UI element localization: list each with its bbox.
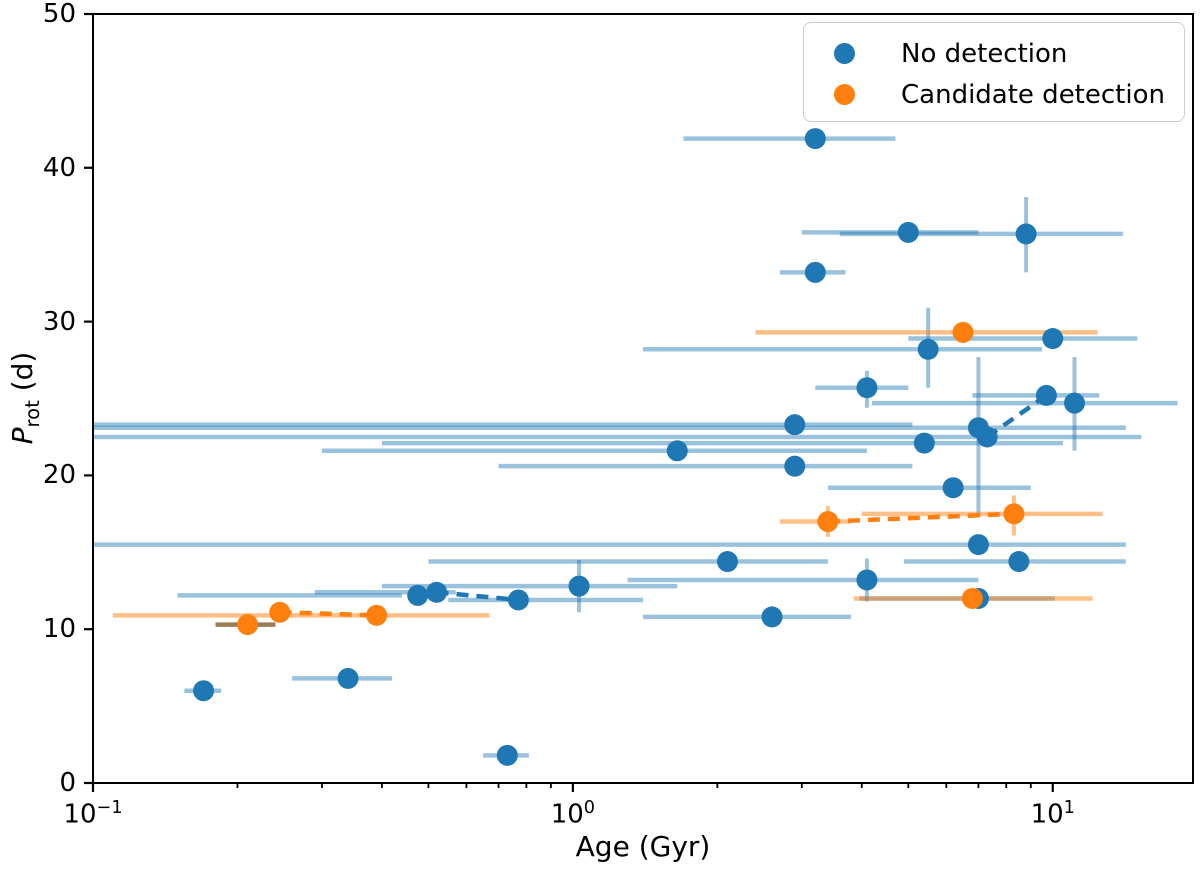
data-point-no-detection bbox=[804, 128, 826, 150]
data-point-candidate-detection bbox=[237, 614, 259, 636]
legend: No detection Candidate detection bbox=[803, 22, 1185, 122]
y-tick-label: 10 bbox=[42, 614, 76, 645]
data-point-no-detection bbox=[856, 569, 878, 591]
y-axis-label: Prot (d) bbox=[6, 352, 44, 445]
y-axis-label-unit: (d) bbox=[6, 351, 40, 401]
data-point-no-detection bbox=[193, 680, 215, 702]
legend-label-no-detection: No detection bbox=[901, 38, 1068, 69]
data-point-no-detection bbox=[568, 575, 590, 597]
data-point-no-detection bbox=[717, 551, 739, 573]
legend-item-candidate-detection: Candidate detection bbox=[834, 74, 1184, 115]
connector-dashed-line bbox=[436, 590, 519, 603]
y-tick-label: 50 bbox=[42, 0, 76, 29]
data-point-no-detection bbox=[1064, 392, 1086, 414]
data-point-no-detection bbox=[337, 667, 359, 689]
data-point-no-detection bbox=[407, 584, 429, 606]
data-point-no-detection bbox=[1008, 551, 1030, 573]
data-point-no-detection bbox=[784, 414, 806, 436]
data-point-candidate-detection bbox=[366, 604, 388, 626]
legend-marker-no-detection bbox=[834, 43, 855, 64]
data-point-no-detection bbox=[666, 440, 688, 462]
data-point-no-detection bbox=[804, 261, 826, 283]
data-point-no-detection bbox=[1042, 328, 1064, 350]
legend-item-no-detection: No detection bbox=[834, 33, 1184, 74]
connector-dashed-line bbox=[827, 511, 1015, 524]
data-point-no-detection bbox=[913, 432, 935, 454]
data-point-candidate-detection bbox=[952, 321, 974, 343]
y-tick-label: 20 bbox=[42, 460, 76, 491]
y-axis-label-symbol: P bbox=[6, 427, 40, 445]
axes-box bbox=[92, 13, 1194, 784]
connector-dashed-line bbox=[279, 610, 377, 618]
data-point-candidate-detection bbox=[269, 601, 291, 623]
data-point-no-detection bbox=[507, 589, 529, 611]
x-tick-label: 101 bbox=[1030, 798, 1075, 830]
data-point-no-detection bbox=[942, 477, 964, 499]
data-point-no-detection bbox=[1035, 384, 1057, 406]
y-axis-label-subscript: rot bbox=[20, 400, 44, 428]
x-tick-label: 10−1 bbox=[63, 798, 123, 830]
data-point-no-detection bbox=[496, 744, 518, 766]
data-point-candidate-detection bbox=[817, 511, 839, 533]
data-point-no-detection bbox=[917, 338, 939, 360]
y-tick-label: 0 bbox=[59, 768, 76, 798]
data-point-no-detection bbox=[784, 455, 806, 477]
data-point-candidate-detection bbox=[1003, 503, 1025, 525]
x-tick-label: 100 bbox=[550, 798, 596, 830]
legend-marker-candidate-detection bbox=[834, 84, 855, 105]
data-point-no-detection bbox=[897, 221, 919, 243]
data-point-no-detection bbox=[856, 377, 878, 399]
y-tick-label: 40 bbox=[42, 152, 76, 183]
data-point-no-detection bbox=[976, 426, 998, 448]
legend-label-candidate-detection: Candidate detection bbox=[901, 79, 1165, 110]
data-point-candidate-detection bbox=[961, 587, 983, 609]
x-axis-label: Age (Gyr) bbox=[575, 830, 711, 863]
connector-dashed-line bbox=[985, 393, 1048, 439]
data-point-no-detection bbox=[426, 581, 448, 603]
y-tick-label: 30 bbox=[42, 306, 76, 337]
data-point-no-detection bbox=[967, 534, 989, 556]
data-point-no-detection bbox=[1015, 223, 1037, 245]
data-point-no-detection bbox=[761, 606, 783, 628]
